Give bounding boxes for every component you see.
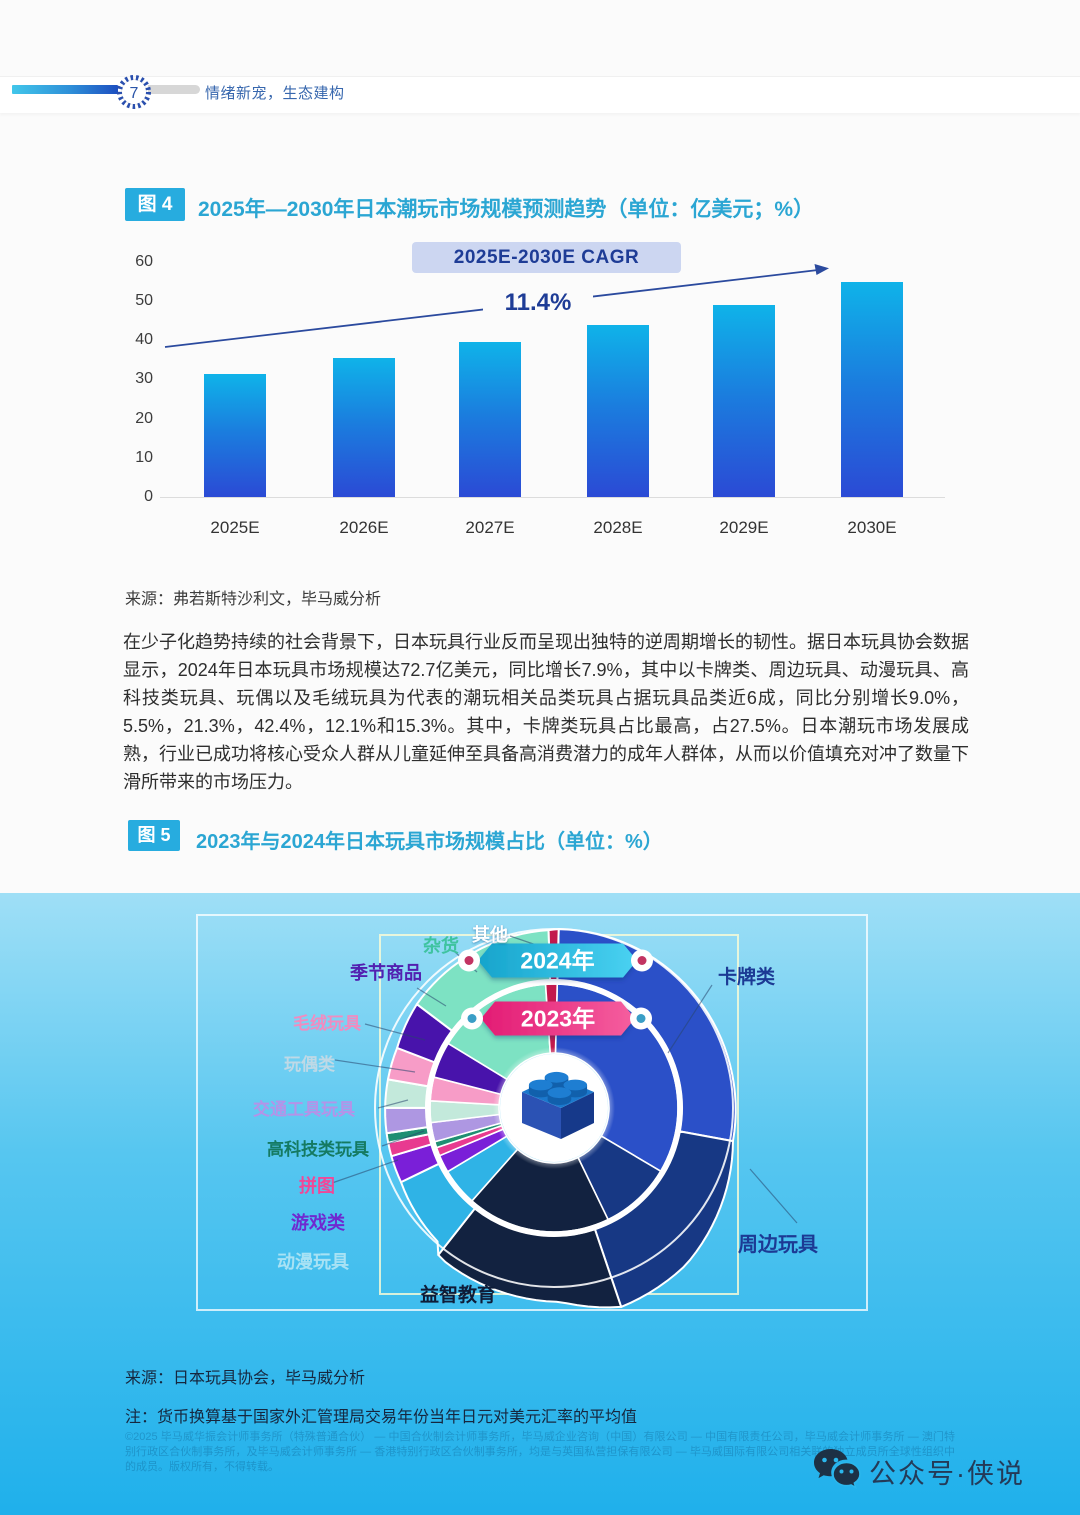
donut-label-周边玩具: 周边玩具 [738, 1234, 818, 1256]
stud-top [528, 1079, 553, 1091]
cagr-label-box: 2025E-2030E CAGR [412, 242, 681, 273]
donut-label-游戏类: 游戏类 [291, 1213, 345, 1233]
bar-2028E [587, 324, 649, 497]
label-line-玩偶类 [334, 1059, 416, 1073]
label-line-拼图 [331, 1159, 399, 1184]
stud-top [547, 1087, 572, 1099]
figure5-note: 注：货币换算基于国家外汇管理局交易年份当年日元对美元汇率的平均值 [125, 1409, 638, 1426]
donut-label-季节商品: 季节商品 [350, 963, 422, 983]
stud-top [563, 1079, 588, 1091]
ring-outline [374, 928, 734, 1288]
donut-label-毛绒玩具: 毛绒玩具 [293, 1014, 361, 1033]
cagr-trend-arrow [164, 264, 829, 348]
x-axis-label: 2025E [210, 518, 260, 537]
ring-outline [425, 979, 683, 1237]
y-axis-tick-label: 0 [144, 488, 153, 505]
y-axis-tick-label: 20 [135, 409, 153, 427]
pill-dot-center [636, 1014, 646, 1023]
wechat-bubble-eyes [822, 1457, 854, 1474]
year-pill-label: 2023年 [521, 1006, 595, 1032]
figure4-badge: 图 4 [125, 188, 185, 221]
wechat-account-label: 公众号·侠说 [869, 1459, 1025, 1489]
trend-arrow-head [814, 264, 829, 275]
y-axis-tick-label: 10 [135, 448, 153, 466]
bar-2027E [459, 342, 521, 497]
wechat-icon [814, 1449, 861, 1490]
figure4-source: 来源：弗若斯特沙利文，毕马威分析 [125, 591, 382, 608]
wechat-bubbles [814, 1449, 861, 1490]
donut-label-益智教育: 益智教育 [420, 1285, 497, 1306]
donut-label-卡牌类: 卡牌类 [718, 967, 776, 988]
page-number-badge: 7 [117, 75, 151, 109]
wechat-bubble-large [814, 1449, 848, 1479]
bar-2030E [841, 281, 903, 497]
x-axis-label: 2029E [719, 518, 769, 537]
wechat-eye [833, 1457, 839, 1463]
pill-dot-center [464, 956, 474, 965]
donut-label-杂货: 杂货 [423, 936, 459, 956]
label-line-周边玩具 [749, 1168, 798, 1224]
wechat-eye [822, 1457, 827, 1463]
header-progress-track [148, 85, 200, 94]
label-line-季节商品 [416, 987, 447, 1007]
year-pill-label: 2024年 [520, 948, 594, 974]
lego-brick-icon [522, 1071, 594, 1139]
donut-label-高科技类玩具: 高科技类玩具 [267, 1140, 369, 1159]
label-line-高科技类玩具 [381, 1130, 425, 1147]
label-line-毛绒玩具 [364, 1023, 426, 1041]
y-axis-tick-label: 60 [135, 252, 153, 270]
figure5-panel: 2024年 2023年 卡牌类周边玩具益智教育 动漫玩具 游戏类 拼图 高科技类玩具 交通工… [0, 893, 1080, 1515]
y-axis-tick-label: 30 [135, 370, 153, 388]
stud-top [544, 1071, 569, 1083]
donut-label-其他: 其他 [472, 925, 508, 945]
donut-label-交通工具玩具: 交通工具玩具 [253, 1100, 355, 1119]
bar-2025E [204, 373, 266, 497]
figure5-source: 来源：日本玩具协会，毕马威分析 [125, 1370, 366, 1387]
y-axis-tick-label: 40 [135, 331, 153, 349]
donut-labels-layer: 卡牌类周边玩具益智教育 动漫玩具 游戏类 拼图 高科技类玩具 交通工具玩具 玩偶类 毛绒玩具 季… [0, 893, 1080, 1515]
y-axis-tick-label: 50 [135, 292, 153, 310]
brick-face [561, 1092, 594, 1139]
x-axis-label: 2030E [847, 518, 897, 537]
bar-2029E [713, 305, 775, 497]
body-paragraph: 在少子化趋势持续的社会背景下，日本玩具行业反而呈现出独特的逆周期增长的韧性。据日… [123, 632, 969, 792]
wechat-bubble-small [832, 1461, 861, 1490]
label-line-交通工具玩具 [377, 1099, 409, 1109]
brick-face [522, 1092, 561, 1139]
x-axis-label: 2028E [593, 518, 643, 537]
decor-frame-outer [196, 914, 868, 1311]
bar-2026E [333, 357, 395, 497]
page-number: 7 [130, 85, 139, 102]
figure5-sunburst-chart: 2024年 2023年 [331, 928, 798, 1309]
year-pill-2023年 [481, 1001, 635, 1036]
x-axis-line [160, 497, 945, 498]
section-title: 情绪新宠，生态建构 [205, 85, 345, 102]
figure4-title: 2025年—2030年日本潮玩市场规模预测趋势（单位：亿美元；%） [198, 198, 815, 221]
figure5-title: 2023年与2024年日本玩具市场规模占比（单位：%） [196, 831, 663, 853]
donut-label-玩偶类: 玩偶类 [284, 1055, 335, 1074]
page-header-strip [0, 76, 1080, 113]
pill-dot-center [467, 1014, 477, 1023]
figure4-bar-chart: 2025E-2030E CAGR 11.4% 0 10 20 30 40 50 60 2025… [0, 0, 1080, 560]
donut-label-动漫玩具: 动漫玩具 [277, 1252, 349, 1272]
legal-text: ©2025 毕马威华振会计师事务所（特殊普通合伙） — 中国合伙制会计师事务所，… [125, 1431, 955, 1473]
header-progress-bar [12, 85, 118, 94]
figure5-badge: 图 5 [128, 820, 180, 851]
pill-dot-center [637, 956, 647, 965]
page-number-dashed-ring [117, 75, 151, 109]
wechat-eye [839, 1469, 844, 1474]
label-line-卡牌类 [667, 984, 713, 1054]
x-axis-label: 2027E [465, 518, 515, 537]
cagr-value: 11.4% [483, 289, 593, 317]
donut-label-拼图: 拼图 [299, 1176, 335, 1196]
wechat-eye [849, 1469, 854, 1474]
year-pill-2024年 [478, 943, 637, 978]
x-axis-label: 2026E [339, 518, 389, 537]
